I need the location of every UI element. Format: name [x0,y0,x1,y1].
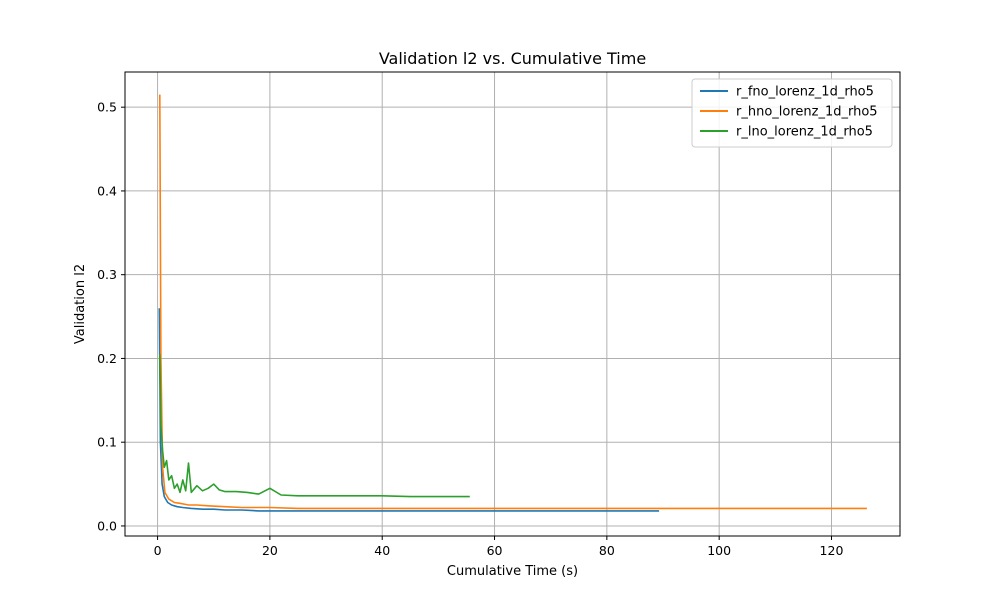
legend-label: r_lno_lorenz_1d_rho5 [736,125,873,140]
y-tick-label: 0.0 [97,518,117,533]
legend: r_fno_lorenz_1d_rho5 r_hno_lorenz_1d_rho5… [691,78,893,148]
series-line-r_hno_lorenz_1d_rho5 [159,94,867,510]
y-tick-label: 0.5 [97,100,117,115]
series-layer [158,94,867,512]
x-tick-label: 0 [154,543,162,558]
ticks: 0 20 40 60 80 100 120 0.0 0.1 0.2 0.3 0.4 0.5 [97,100,843,558]
grid [125,72,900,536]
y-tick-label: 0.4 [97,183,117,198]
x-tick-label: 80 [599,543,615,558]
y-tick-label: 0.1 [97,435,117,450]
legend-label: r_fno_lorenz_1d_rho5 [736,85,874,100]
y-tick-label: 0.3 [97,267,117,282]
y-axis-label: Validation l2 [73,264,88,344]
series-line-r_lno_lorenz_1d_rho5 [159,354,470,498]
legend-box [691,78,893,148]
x-tick-label: 40 [374,543,390,558]
series-line-r_fno_lorenz_1d_rho5 [158,308,660,512]
chart-title: Validation l2 vs. Cumulative Time [379,49,646,68]
x-tick-label: 20 [262,543,278,558]
plot-frame [124,71,901,537]
x-axis-label: Cumulative Time (s) [447,564,578,579]
x-tick-label: 120 [820,543,844,558]
x-tick-label: 100 [707,543,731,558]
x-tick-label: 60 [487,543,503,558]
y-tick-label: 0.2 [97,351,117,366]
legend-label: r_hno_lorenz_1d_rho5 [736,105,878,120]
